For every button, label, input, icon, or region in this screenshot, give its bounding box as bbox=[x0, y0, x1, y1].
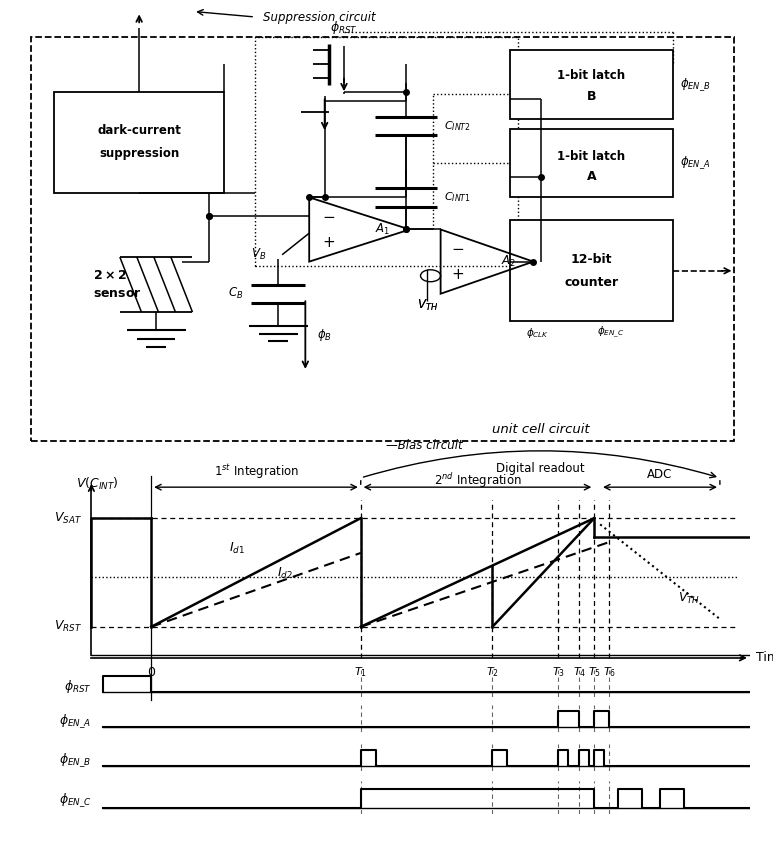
Text: $C_{INT1}$: $C_{INT1}$ bbox=[444, 191, 472, 204]
Text: $\phi_{EN\_C}$: $\phi_{EN\_C}$ bbox=[597, 325, 625, 340]
Text: $V_{TH}$: $V_{TH}$ bbox=[417, 298, 438, 313]
Text: Time: Time bbox=[756, 651, 773, 664]
FancyBboxPatch shape bbox=[510, 128, 673, 197]
Text: $\phi_{EN\_B}$: $\phi_{EN\_B}$ bbox=[60, 751, 91, 768]
Text: 1-bit latch: 1-bit latch bbox=[557, 69, 625, 82]
Text: unit cell circuit: unit cell circuit bbox=[492, 423, 590, 436]
Text: $2^{nd}$ Integration: $2^{nd}$ Integration bbox=[434, 471, 522, 490]
Text: $\mathbf{2 \times 2}$: $\mathbf{2 \times 2}$ bbox=[93, 268, 127, 282]
Text: $1^{st}$ Integration: $1^{st}$ Integration bbox=[213, 462, 298, 481]
Text: Digital readout: Digital readout bbox=[496, 462, 584, 475]
Text: $I_{d1}$: $I_{d1}$ bbox=[229, 541, 245, 557]
Text: $V_{TH}$: $V_{TH}$ bbox=[678, 591, 700, 606]
Text: $+$: $+$ bbox=[322, 235, 335, 250]
Text: $\phi_{RST}$: $\phi_{RST}$ bbox=[63, 677, 91, 695]
Text: A: A bbox=[587, 171, 596, 184]
Text: counter: counter bbox=[564, 275, 618, 288]
Text: $\phi_{RST}$: $\phi_{RST}$ bbox=[330, 19, 358, 36]
Text: $\phi_{EN\_B}$: $\phi_{EN\_B}$ bbox=[680, 76, 710, 94]
Text: ADC: ADC bbox=[647, 468, 673, 481]
Text: dark-current: dark-current bbox=[97, 125, 181, 138]
Text: $+$: $+$ bbox=[451, 267, 464, 282]
Text: $C_B$: $C_B$ bbox=[228, 286, 243, 301]
Text: $T_1$: $T_1$ bbox=[354, 666, 367, 680]
Text: suppression: suppression bbox=[99, 147, 179, 160]
Text: $T_3$: $T_3$ bbox=[552, 666, 565, 680]
Text: 12-bit: 12-bit bbox=[570, 253, 612, 266]
Text: $V_{RST}$: $V_{RST}$ bbox=[54, 619, 83, 635]
Text: $\phi_{EN\_C}$: $\phi_{EN\_C}$ bbox=[59, 792, 91, 810]
Text: $T_2$: $T_2$ bbox=[486, 666, 499, 680]
Text: $V_{SAT}$: $V_{SAT}$ bbox=[54, 511, 83, 526]
Text: $\phi_{EN\_A}$: $\phi_{EN\_A}$ bbox=[60, 712, 91, 729]
Text: $T_5$: $T_5$ bbox=[587, 666, 601, 680]
Text: $A_1$: $A_1$ bbox=[375, 222, 390, 237]
Text: $\mathbf{sensor}$: $\mathbf{sensor}$ bbox=[93, 288, 141, 301]
Text: $T_6$: $T_6$ bbox=[603, 666, 616, 680]
Text: $\phi_B$: $\phi_B$ bbox=[317, 327, 332, 343]
Text: $I_{d2}$: $I_{d2}$ bbox=[277, 566, 293, 581]
Text: —Bias circuit: —Bias circuit bbox=[386, 439, 463, 452]
Text: $-$: $-$ bbox=[322, 208, 335, 223]
Text: $V_B$: $V_B$ bbox=[251, 247, 267, 262]
Text: $V_{TH}$: $V_{TH}$ bbox=[417, 298, 438, 313]
Text: $-$: $-$ bbox=[451, 240, 465, 255]
Text: $A_2$: $A_2$ bbox=[501, 254, 516, 269]
Text: $\phi_{CLK}$: $\phi_{CLK}$ bbox=[526, 326, 549, 339]
Text: $\phi_{EN\_A}$: $\phi_{EN\_A}$ bbox=[680, 154, 710, 171]
FancyBboxPatch shape bbox=[510, 50, 673, 120]
FancyBboxPatch shape bbox=[54, 92, 224, 193]
Text: $V(C_{INT})$: $V(C_{INT})$ bbox=[77, 475, 119, 492]
Text: 1-bit latch: 1-bit latch bbox=[557, 150, 625, 163]
Text: Suppression circuit: Suppression circuit bbox=[263, 11, 376, 24]
Text: B: B bbox=[587, 90, 596, 103]
Text: 0: 0 bbox=[147, 666, 155, 679]
Text: $T_4$: $T_4$ bbox=[573, 666, 586, 680]
Text: $C_{INT2}$: $C_{INT2}$ bbox=[444, 120, 472, 133]
FancyBboxPatch shape bbox=[510, 220, 673, 321]
